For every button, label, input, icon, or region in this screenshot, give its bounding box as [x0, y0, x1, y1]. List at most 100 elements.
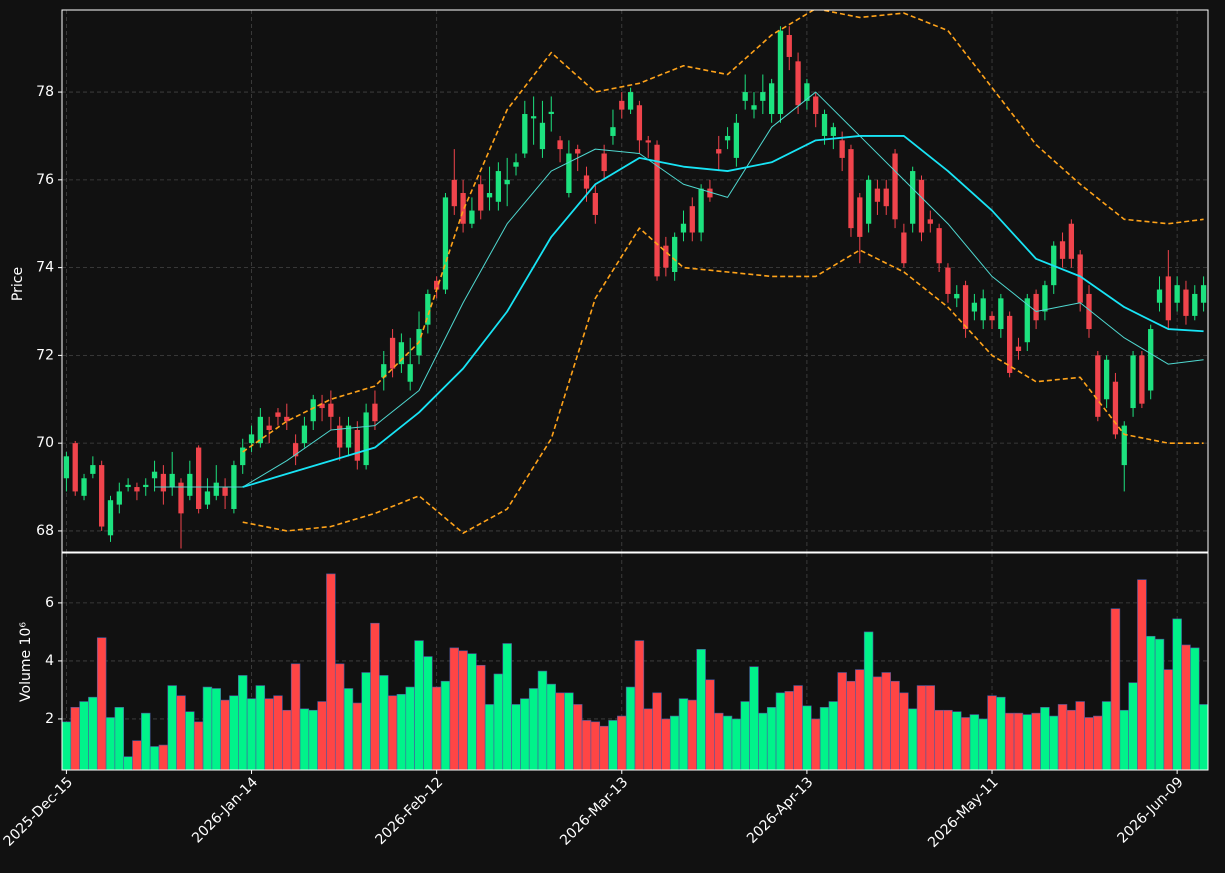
volume-bar: [925, 685, 936, 770]
volume-bar: [661, 718, 671, 770]
price-axis-label: Price: [10, 267, 26, 301]
candle-body: [936, 228, 942, 264]
candle-body: [865, 179, 872, 224]
volume-bar: [916, 685, 927, 770]
candle-body: [821, 114, 828, 136]
volume-bar: [379, 675, 389, 770]
candle-body: [945, 267, 951, 294]
volume-bar: [467, 653, 477, 770]
candle-body: [971, 302, 978, 312]
volume-bar: [907, 708, 918, 770]
volume-bar: [775, 692, 786, 770]
candle-body: [804, 83, 810, 101]
candle-body: [716, 149, 722, 154]
candle-body: [407, 364, 413, 382]
volume-bar: [581, 720, 592, 770]
candle-body: [751, 105, 757, 110]
volume-bar: [1093, 715, 1103, 770]
candle-body: [248, 434, 255, 444]
candle-body: [689, 206, 695, 233]
volume-bar: [617, 715, 627, 770]
candle-body: [636, 105, 643, 141]
volume-bar: [202, 686, 213, 770]
volume-bar: [343, 688, 354, 770]
candle-body: [134, 487, 140, 492]
volume-bar: [167, 685, 177, 770]
volume-bar: [440, 680, 451, 770]
candle-body: [874, 188, 881, 202]
candle-body: [1148, 329, 1154, 391]
candle-body: [575, 149, 581, 154]
candle-body: [195, 447, 202, 509]
candle-body: [284, 416, 290, 422]
candle-body: [213, 482, 219, 496]
volume-bar: [758, 712, 768, 770]
candle-body: [204, 491, 211, 505]
volume-bar: [1101, 701, 1112, 770]
volume-bar: [978, 718, 988, 770]
volume-plot: [62, 573, 1208, 770]
price-frame: [61, 9, 1209, 553]
volume-bar: [326, 573, 336, 770]
candle-body: [530, 116, 537, 119]
candle-body: [504, 179, 510, 185]
y-tick-label: 72: [36, 347, 54, 363]
candle-body: [901, 232, 907, 264]
candle-body: [292, 443, 299, 457]
candle-body: [1112, 381, 1119, 435]
volume-bar: [1119, 709, 1129, 770]
candle-body: [72, 443, 78, 492]
candle-body: [592, 193, 598, 215]
volume-bar: [1145, 635, 1156, 770]
volume-bar: [731, 718, 742, 770]
volume-bar: [414, 640, 424, 770]
volume-bar: [1022, 714, 1032, 770]
volume-bar: [599, 725, 609, 770]
candle-body: [619, 100, 625, 110]
volume-bar: [1110, 608, 1121, 770]
candle-body: [266, 425, 272, 430]
volume-bar: [899, 692, 909, 770]
volume-bar: [1154, 638, 1165, 770]
candle-body: [733, 122, 740, 158]
candle-body: [222, 487, 228, 496]
volume-bar: [176, 695, 186, 770]
candle-body: [1086, 293, 1092, 330]
price-plot: [63, 10, 1207, 549]
volume-bar: [1084, 717, 1094, 770]
volume-axis-label: Volume 10⁶: [18, 622, 34, 702]
y-tick-label: 4: [45, 653, 54, 669]
volume-bar: [811, 718, 821, 770]
candle-body: [724, 135, 731, 141]
y-tick-label: 74: [36, 260, 54, 276]
volume-bar: [211, 688, 221, 770]
candle-body: [1077, 254, 1083, 303]
candle-body: [1095, 355, 1101, 417]
candle-body: [539, 122, 546, 150]
y-tick-label: 76: [36, 172, 54, 188]
candle-body: [654, 144, 660, 277]
candle-body: [910, 171, 916, 224]
volume-bar: [881, 672, 891, 770]
candle-body: [81, 478, 87, 496]
volume-bar: [502, 643, 512, 770]
candle-body: [742, 92, 748, 101]
candle-body: [610, 127, 616, 136]
candle-body: [257, 416, 263, 444]
indicator-line: [242, 227, 1204, 534]
volume-bar: [114, 707, 125, 770]
candle-body: [777, 30, 784, 115]
volume-bar: [264, 698, 274, 770]
candle-body: [848, 149, 854, 229]
volume-bar: [546, 683, 556, 770]
candle-body: [1200, 285, 1207, 303]
volume-bar: [185, 711, 195, 770]
candle-body: [1068, 223, 1075, 259]
candle-body: [275, 412, 281, 417]
candle-body: [345, 425, 352, 448]
volume-bar: [1040, 707, 1050, 770]
volume-bar: [158, 744, 169, 770]
candle-body: [830, 127, 836, 136]
candle-body: [460, 193, 466, 224]
volume-bar: [396, 693, 407, 770]
